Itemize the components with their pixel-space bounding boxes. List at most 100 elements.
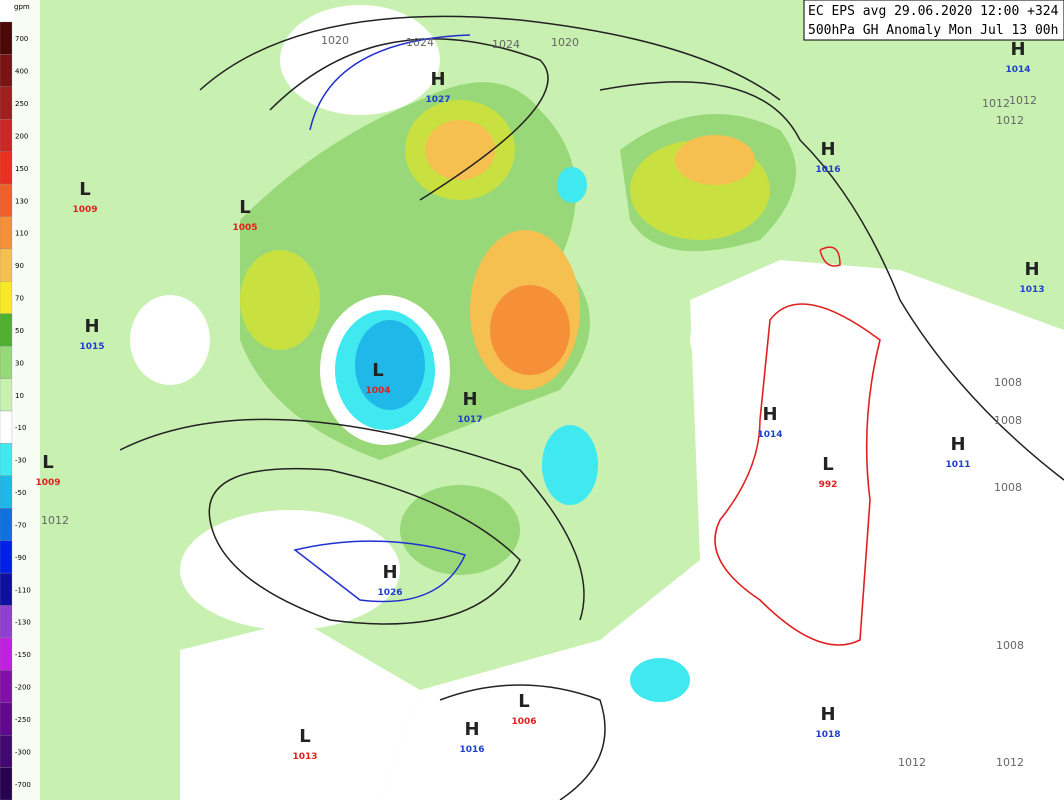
legend-label: -300 (15, 748, 31, 756)
isobar-label: 1012 (982, 97, 1010, 110)
center-value: 1016 (815, 165, 840, 175)
center-value: 1017 (457, 415, 482, 425)
isobar-label: 1012 (898, 756, 926, 769)
isobar-label: 1008 (994, 414, 1022, 427)
legend-swatch (0, 313, 13, 347)
legend-swatch (0, 670, 13, 703)
center-value: 1018 (815, 730, 840, 740)
center-value: 1014 (1005, 65, 1030, 75)
center-value: 1006 (511, 717, 536, 727)
center-symbol: L (822, 454, 833, 475)
legend-label: 30 (15, 359, 24, 367)
legend-swatch (0, 508, 13, 541)
center-value: 1004 (365, 386, 390, 396)
center-value: 1015 (79, 342, 104, 352)
legend-label: 130 (15, 197, 28, 205)
legend-label: 250 (15, 100, 28, 108)
header-line: 500hPa GH Anomaly Mon Jul 13 00h (808, 23, 1058, 38)
legend-label: -130 (15, 619, 31, 627)
center-symbol: H (462, 389, 477, 410)
legend-swatch (0, 183, 13, 217)
legend-swatch (0, 637, 13, 671)
center-value: 1009 (35, 478, 60, 488)
legend-swatch (0, 475, 13, 509)
legend-swatch (0, 216, 13, 250)
legend-label: -110 (15, 586, 31, 594)
legend-swatch (0, 119, 13, 152)
legend-label: -700 (15, 781, 31, 789)
legend-swatch (0, 767, 13, 801)
isobar-red (819, 246, 841, 267)
isobar-label: 1020 (551, 36, 579, 49)
legend-swatch (0, 605, 13, 639)
labels: H 1027 L 1009 H 1014 H 1016 L 1005 H 1013 H 1015 L 1004… (35, 34, 1044, 769)
legend-label: 150 (15, 165, 28, 173)
center-symbol: H (820, 139, 835, 160)
center-value: 1016 (459, 745, 484, 755)
legend-label: 110 (15, 230, 28, 238)
legend-label: 70 (15, 295, 24, 303)
isobar-blue (309, 34, 471, 131)
legend-swatch (0, 248, 13, 282)
legend-label: -200 (15, 684, 31, 692)
isobar-label: 1020 (321, 34, 349, 47)
center-value: 1026 (377, 588, 402, 598)
center-symbol: H (464, 719, 479, 740)
isobar-label: 1008 (996, 639, 1024, 652)
legend-swatch (0, 572, 13, 606)
legend-label: -30 (15, 457, 26, 465)
legend-swatch (0, 86, 13, 120)
legend-label: 700 (15, 35, 28, 43)
center-symbol: L (372, 360, 383, 381)
legend-swatch (0, 21, 13, 55)
legend-label: -250 (15, 716, 31, 724)
legend-unit: gpm (14, 3, 30, 11)
legend-swatch (0, 702, 13, 736)
center-symbol: L (299, 726, 310, 747)
legend-label: 50 (15, 327, 24, 335)
center-symbol: H (84, 316, 99, 337)
center-symbol: L (239, 197, 250, 218)
legend: gpm 700 400 250 200 150 130 110 90 70 50 30 10 -10 -30… (0, 0, 40, 801)
center-value: 1013 (292, 752, 317, 762)
legend-swatch (0, 410, 13, 444)
legend-swatch (0, 346, 13, 379)
center-symbol: H (950, 434, 965, 455)
legend-label: 400 (15, 68, 28, 76)
isobar-label: 1012 (996, 114, 1024, 127)
center-value: 1005 (232, 223, 257, 233)
legend-label: 90 (15, 262, 24, 270)
center-value: 1027 (425, 95, 450, 105)
legend-label: -70 (15, 521, 26, 529)
isobar-blue (293, 540, 467, 603)
isobar-label: 1012 (996, 756, 1024, 769)
legend-swatch (0, 735, 13, 768)
isobar-label: 1024 (492, 38, 520, 51)
center-value: 992 (819, 480, 838, 490)
legend-label: -50 (15, 489, 26, 497)
legend-swatch (0, 281, 13, 314)
header-box (803, 0, 1064, 41)
legend-swatch (0, 151, 13, 185)
isobar-label: 1024 (406, 36, 434, 49)
legend-label: -90 (15, 554, 26, 562)
isobar-label: 1008 (994, 376, 1022, 389)
center-symbol: H (1024, 259, 1039, 280)
center-symbol: H (762, 404, 777, 425)
center-value: 1009 (72, 205, 97, 215)
isobar-label: 1012 (1009, 94, 1037, 107)
anomaly-fields (14, 0, 1064, 800)
legend-swatch (0, 540, 13, 574)
isobar-red (714, 303, 881, 646)
center-value: 1011 (945, 460, 970, 470)
center-symbol: L (42, 452, 53, 473)
center-symbol: H (430, 69, 445, 90)
legend-label: 10 (15, 392, 24, 400)
center-symbol: H (382, 562, 397, 583)
center-symbol: L (518, 691, 529, 712)
legend-label: -10 (15, 424, 26, 432)
center-symbol: L (79, 179, 90, 200)
legend-label: 200 (15, 132, 28, 140)
legend-swatch (0, 54, 13, 87)
